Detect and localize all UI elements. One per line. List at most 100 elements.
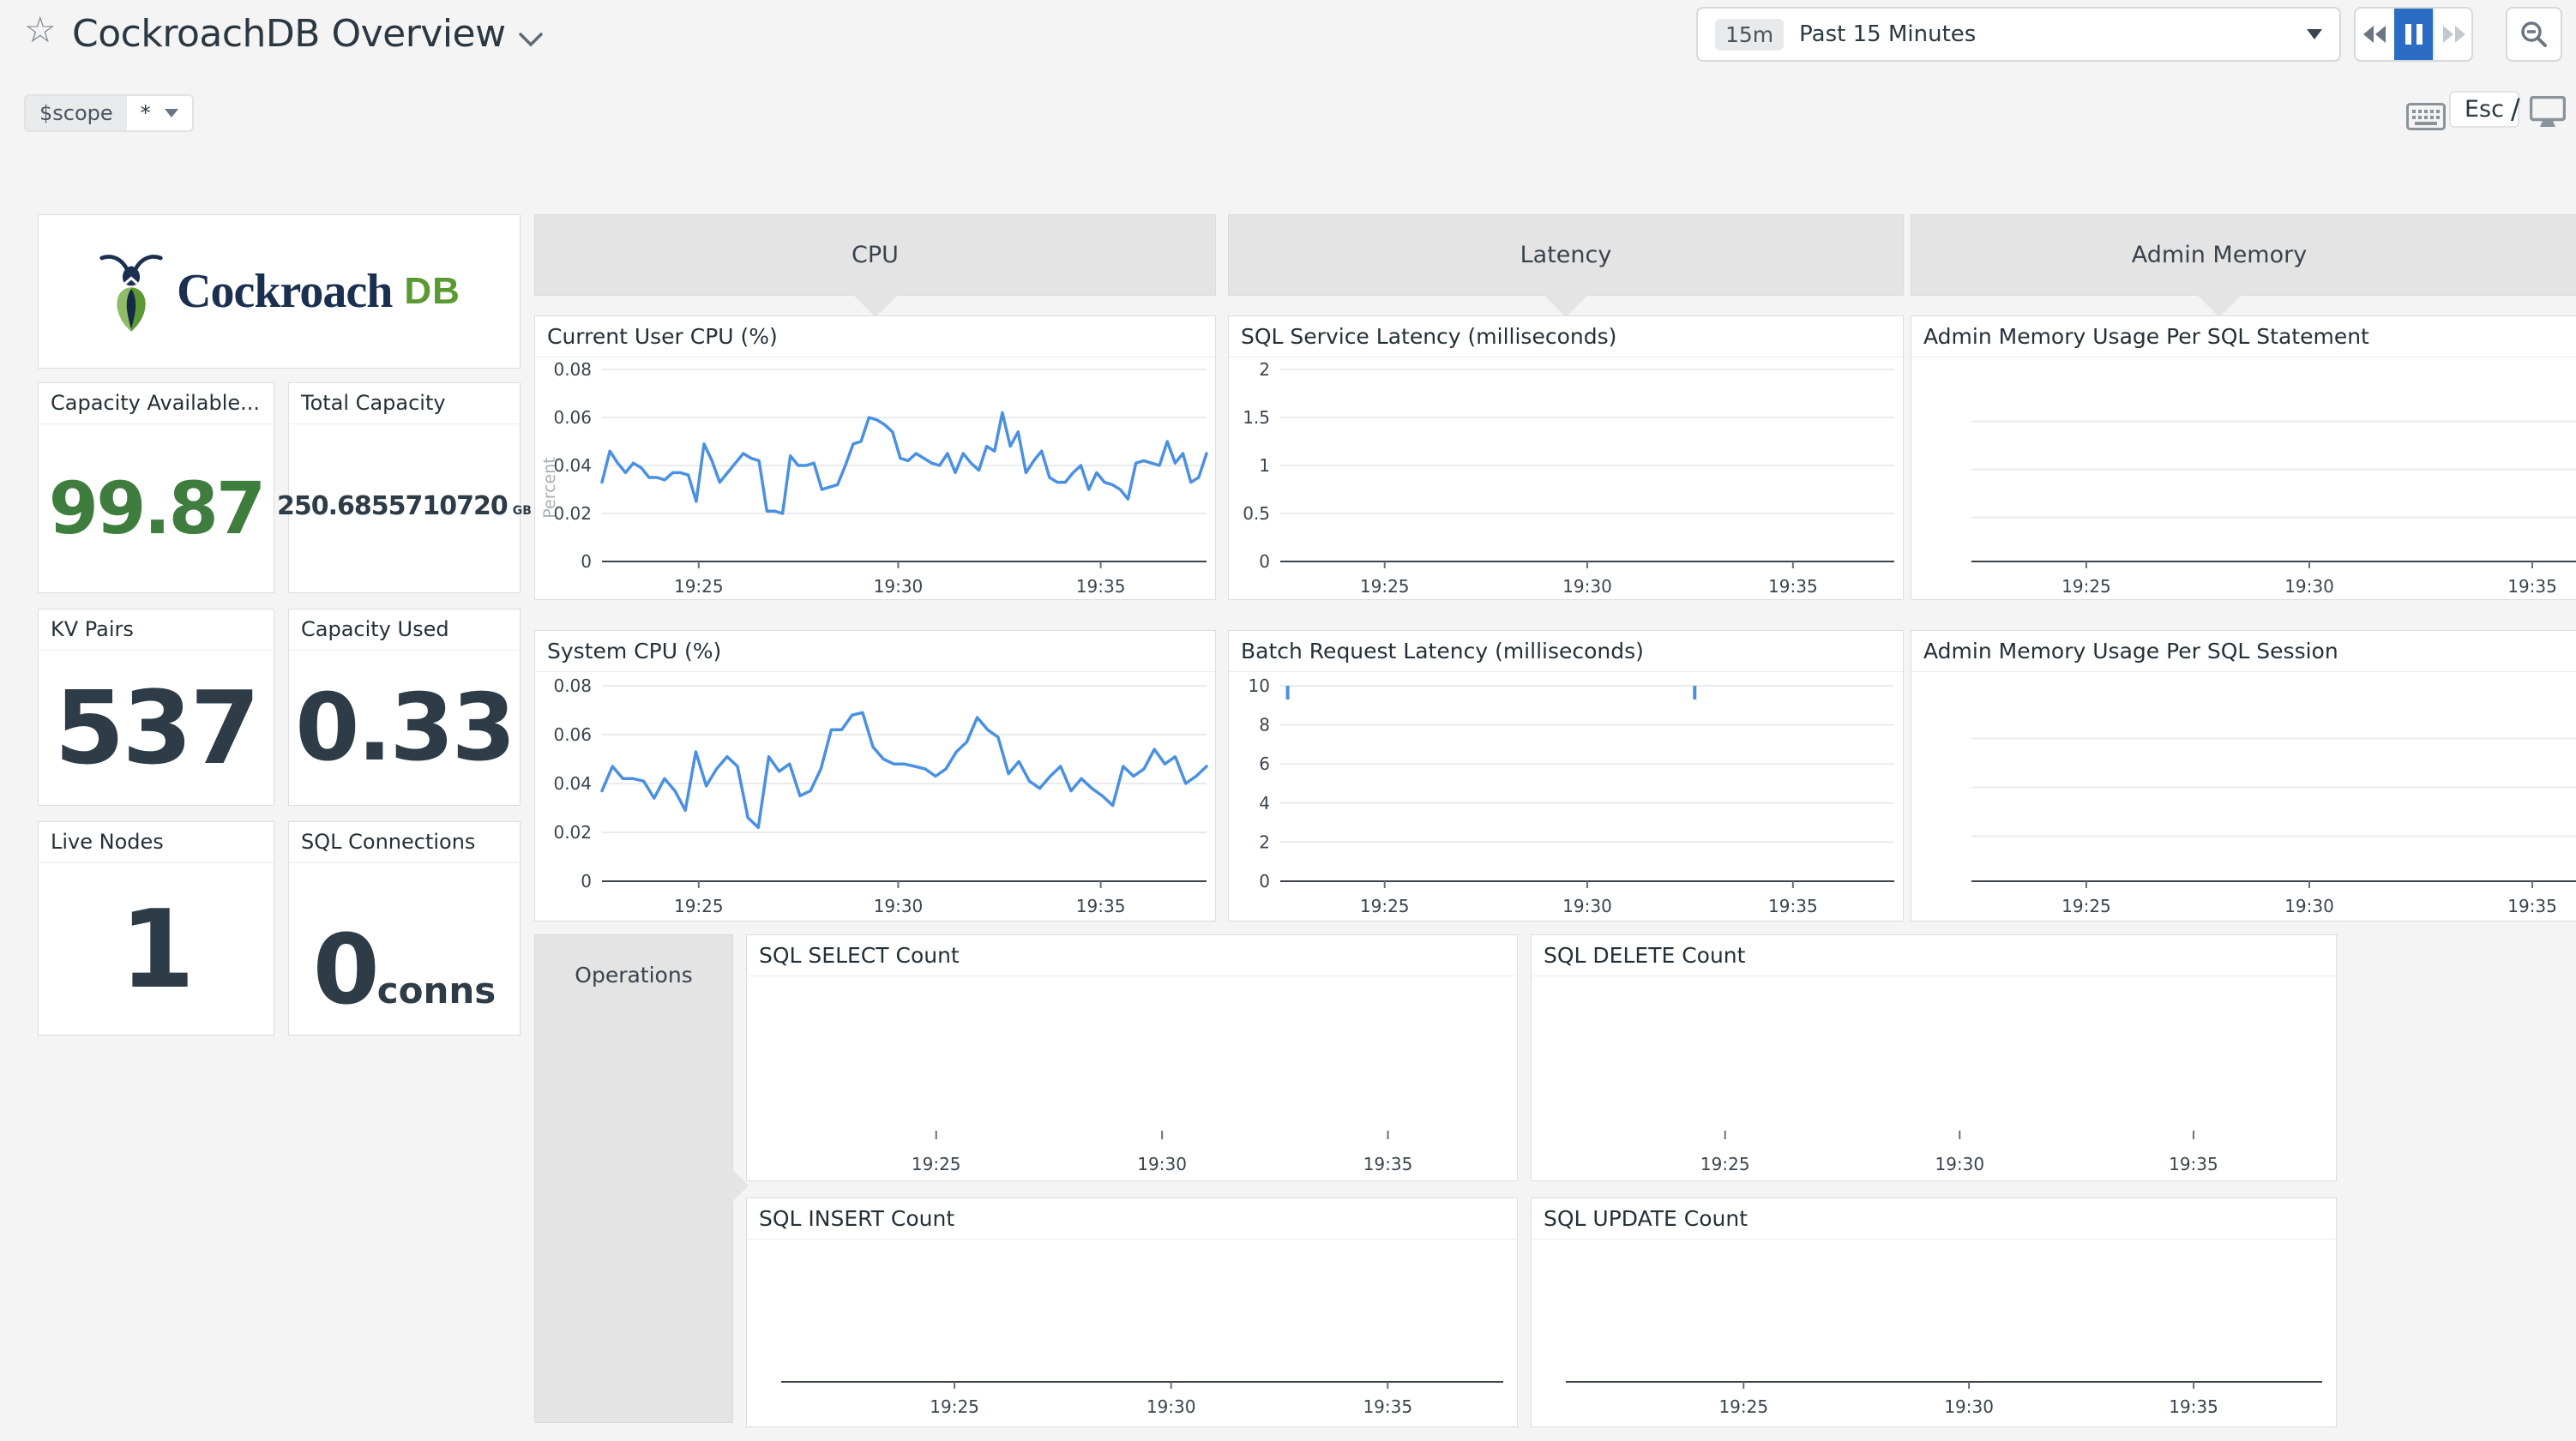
line-chart[interactable]: Percent 0 0.02 0.04 0.06 0.08 19:25 19:30 19:35 xyxy=(535,357,1215,599)
svg-text:19:25: 19:25 xyxy=(1360,576,1410,597)
slash-separator: / xyxy=(2511,93,2520,125)
favorite-star-icon[interactable]: ☆ xyxy=(24,9,57,51)
svg-text:19:30: 19:30 xyxy=(1147,1396,1196,1417)
logo-db-suffix: DB xyxy=(404,270,460,312)
svg-text:19:25: 19:25 xyxy=(912,1154,961,1174)
svg-text:19:30: 19:30 xyxy=(874,896,924,916)
stat-value: 250.6855710720 xyxy=(277,491,509,521)
stat-sql-connections[interactable]: SQL Connections 0 conns xyxy=(288,821,521,1036)
chart-panel-sql-insert-count[interactable]: SQL INSERT Count 19:25 19:30 19:35 xyxy=(746,1198,1518,1427)
chart-title: System CPU (%) xyxy=(535,631,1215,672)
svg-text:19:25: 19:25 xyxy=(1700,1154,1750,1174)
line-chart[interactable]: 0 0.5 1 1.5 2 19:25 19:30 19:35 xyxy=(1229,357,1903,599)
svg-text:1.5: 1.5 xyxy=(1243,407,1270,428)
line-chart[interactable]: 0 0.02 0.04 0.06 0.08 19:25 19:30 19:35 xyxy=(535,672,1215,921)
chart-title: SQL Service Latency (milliseconds) xyxy=(1229,316,1903,357)
chart-title: SQL SELECT Count xyxy=(747,935,1517,976)
chart-panel-current-user-cpu[interactable]: Current User CPU (%) Percent 0 0.02 0.04 0.… xyxy=(534,315,1216,600)
svg-text:19:35: 19:35 xyxy=(1076,576,1126,597)
svg-text:19:25: 19:25 xyxy=(1718,1396,1768,1417)
group-label: CPU xyxy=(852,242,899,268)
line-chart[interactable]: 19:25 19:30 19:35 xyxy=(1911,357,2576,599)
chart-title: SQL UPDATE Count xyxy=(1532,1198,2336,1240)
svg-text:19:25: 19:25 xyxy=(2061,896,2111,916)
pause-button[interactable] xyxy=(2394,9,2433,60)
group-header-cpu[interactable]: CPU xyxy=(534,214,1216,317)
chart-panel-sql-select-count[interactable]: SQL SELECT Count 19:25 19:30 19:35 xyxy=(746,934,1518,1181)
group-pointer xyxy=(1544,295,1588,317)
svg-text:0.5: 0.5 xyxy=(1243,503,1270,524)
group-header-admin-memory[interactable]: Admin Memory xyxy=(1911,214,2576,317)
svg-text:19:35: 19:35 xyxy=(1363,1396,1412,1417)
chart-panel-sql-service-latency[interactable]: SQL Service Latency (milliseconds) 0 0.5 1… xyxy=(1228,315,1904,600)
rewind-button[interactable] xyxy=(2356,9,2394,60)
chart-title: Current User CPU (%) xyxy=(535,316,1215,357)
svg-text:0: 0 xyxy=(581,551,592,572)
stat-kv-pairs[interactable]: KV Pairs 537 xyxy=(38,609,274,806)
chart-panel-sql-delete-count[interactable]: SQL DELETE Count 19:25 19:30 19:35 xyxy=(1531,934,2337,1181)
svg-text:19:30: 19:30 xyxy=(1935,1154,1984,1174)
stat-unit: conns xyxy=(376,970,497,1012)
time-range-picker[interactable]: 15m Past 15 Minutes xyxy=(1696,7,2341,62)
chart-panel-admin-memory-session[interactable]: Admin Memory Usage Per SQL Session 19:25… xyxy=(1911,630,2576,922)
chart-panel-system-cpu[interactable]: System CPU (%) 0 0.02 0.04 0.06 0.08 19:25 19:… xyxy=(534,630,1216,922)
page-title: CockroachDB Overview xyxy=(72,12,506,56)
stat-value: 537 xyxy=(54,669,260,787)
chart-title: SQL DELETE Count xyxy=(1532,935,2336,976)
svg-text:19:35: 19:35 xyxy=(2507,896,2557,916)
template-var-caret-icon xyxy=(164,109,178,117)
svg-text:19:35: 19:35 xyxy=(1768,576,1818,597)
chart-panel-batch-request-latency[interactable]: Batch Request Latency (milliseconds) 0 2 4… xyxy=(1228,630,1904,922)
svg-text:2: 2 xyxy=(1259,832,1270,852)
line-chart[interactable]: 19:25 19:30 19:35 xyxy=(1532,976,2336,1180)
stat-capacity-used[interactable]: Capacity Used 0.33 xyxy=(288,609,521,806)
svg-text:2: 2 xyxy=(1259,359,1270,380)
stat-title: Capacity Used xyxy=(289,609,520,651)
title-chevron-down-icon[interactable] xyxy=(516,31,545,53)
stat-value: 0 xyxy=(312,915,380,1026)
line-chart[interactable]: 19:25 19:30 19:35 xyxy=(1532,1240,2336,1426)
stat-live-nodes[interactable]: Live Nodes 1 xyxy=(38,821,274,1036)
svg-text:1: 1 xyxy=(1259,455,1270,476)
chart-title: Batch Request Latency (milliseconds) xyxy=(1229,631,1903,672)
line-chart[interactable]: 19:25 19:30 19:35 xyxy=(747,976,1517,1180)
template-var-scope[interactable]: $scope * xyxy=(24,94,194,132)
svg-text:0.06: 0.06 xyxy=(553,407,592,428)
playback-controls xyxy=(2354,7,2473,62)
chart-panel-sql-update-count[interactable]: SQL UPDATE Count 19:25 19:30 19:35 xyxy=(1531,1198,2337,1427)
zoom-out-button[interactable] xyxy=(2506,7,2562,62)
group-pointer xyxy=(731,1168,749,1203)
svg-text:0: 0 xyxy=(1259,551,1270,572)
tv-mode-icon[interactable] xyxy=(2529,95,2567,132)
svg-text:0.08: 0.08 xyxy=(553,675,592,696)
line-chart[interactable]: 0 2 4 6 8 10 19:25 19:30 19:35 xyxy=(1229,672,1903,921)
fast-forward-button[interactable] xyxy=(2433,9,2471,60)
group-header-operations[interactable]: Operations xyxy=(534,934,749,1423)
chart-panel-admin-memory-statement[interactable]: Admin Memory Usage Per SQL Statement 19:… xyxy=(1911,315,2576,600)
group-header-latency[interactable]: Latency xyxy=(1228,214,1904,317)
logo-wordmark: Cockroach xyxy=(177,265,393,318)
svg-text:19:30: 19:30 xyxy=(1562,896,1612,916)
svg-text:19:25: 19:25 xyxy=(2061,576,2111,597)
stat-capacity-available[interactable]: Capacity Available... 99.87 xyxy=(38,382,274,593)
line-chart[interactable]: 19:25 19:30 19:35 xyxy=(1911,672,2576,921)
svg-text:19:35: 19:35 xyxy=(1076,896,1126,916)
stat-total-capacity[interactable]: Total Capacity 250.6855710720 GB xyxy=(277,382,532,593)
stat-title: Live Nodes xyxy=(39,822,274,863)
stat-title: Total Capacity xyxy=(289,383,520,424)
y-axis-label: Percent xyxy=(540,457,559,519)
keyboard-shortcuts-icon[interactable] xyxy=(2406,103,2446,134)
chart-title: Admin Memory Usage Per SQL Statement xyxy=(1911,316,2576,357)
svg-text:19:30: 19:30 xyxy=(874,576,924,597)
svg-text:4: 4 xyxy=(1259,793,1270,814)
svg-text:19:25: 19:25 xyxy=(674,576,724,597)
stat-title: Capacity Available... xyxy=(39,383,274,424)
stat-value: 1 xyxy=(119,886,196,1012)
stat-title: KV Pairs xyxy=(39,609,274,651)
stat-title: SQL Connections xyxy=(289,822,520,863)
svg-text:0: 0 xyxy=(1259,871,1270,892)
line-chart[interactable]: 19:25 19:30 19:35 xyxy=(747,1240,1517,1426)
template-var-value: * xyxy=(140,101,151,125)
svg-text:19:35: 19:35 xyxy=(1363,1154,1413,1174)
